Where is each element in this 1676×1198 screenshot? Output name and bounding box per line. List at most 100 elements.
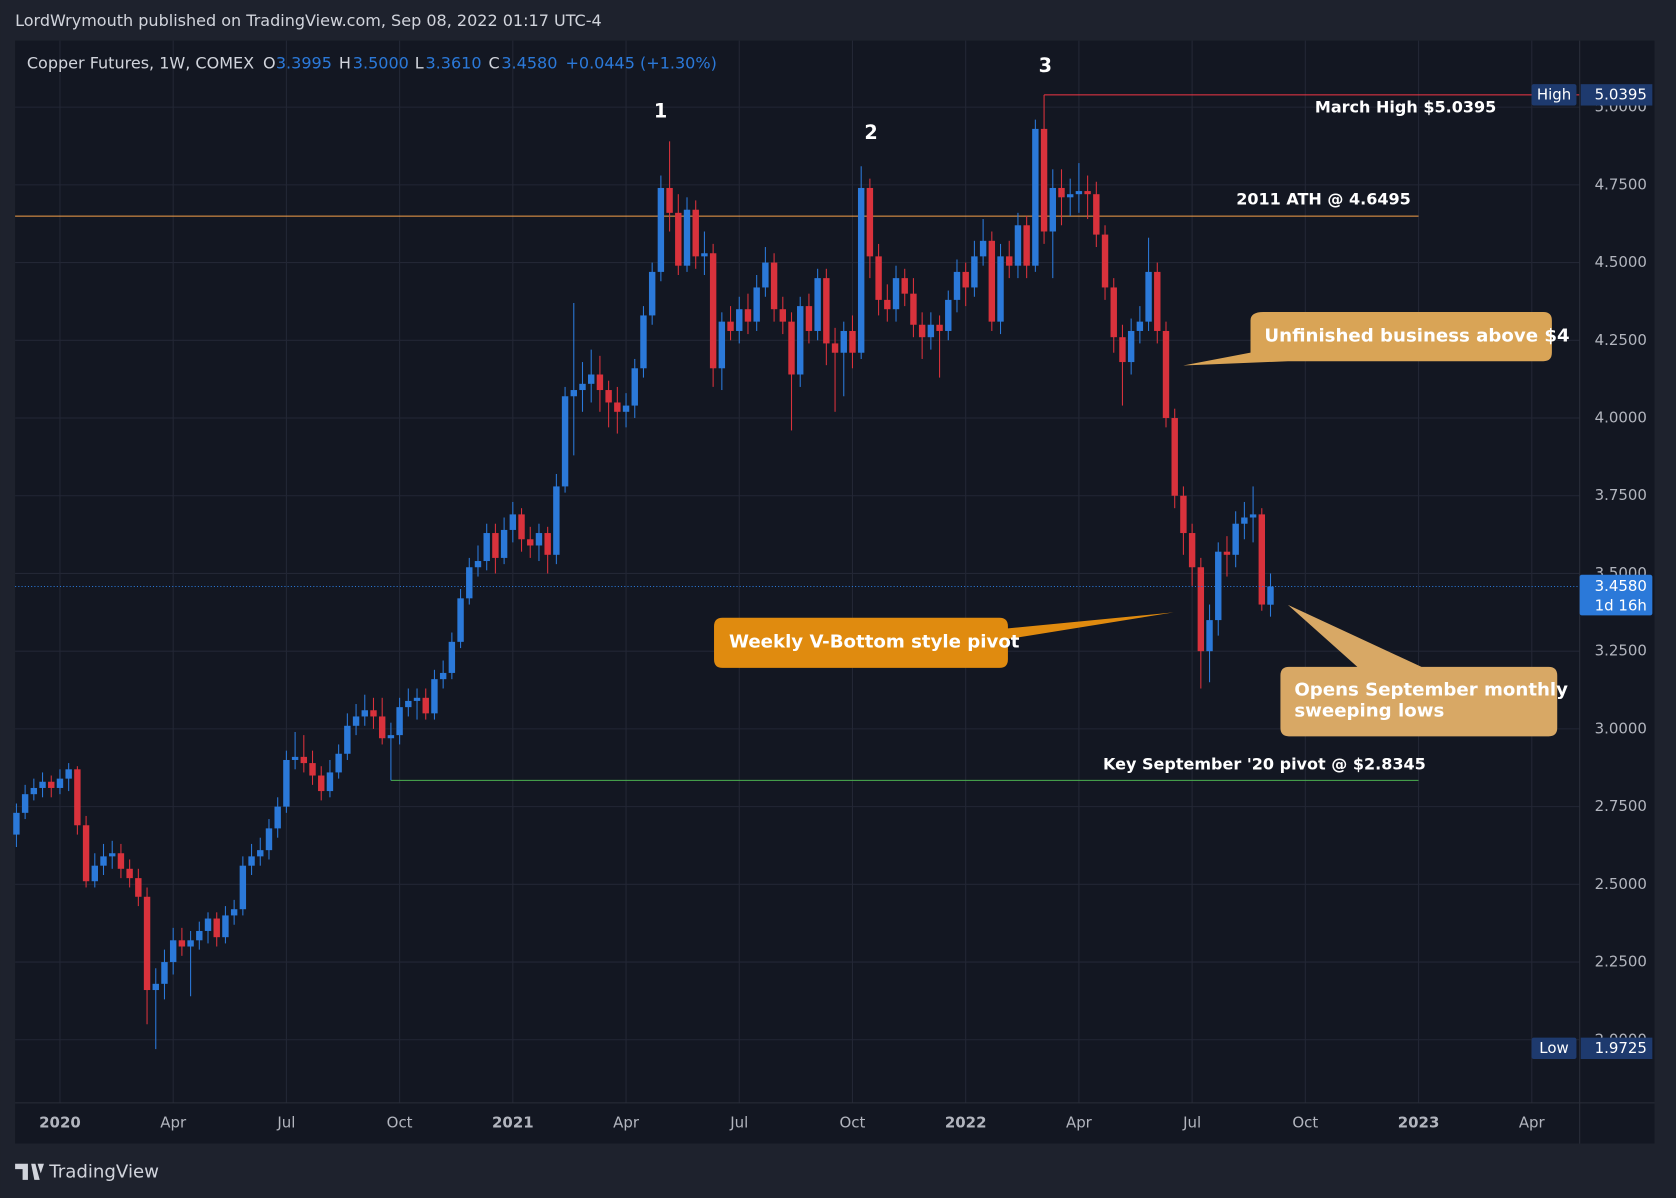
candle-body — [692, 209, 699, 257]
candle-body — [1023, 225, 1030, 266]
x-tick-label: Jul — [729, 1114, 748, 1132]
candle-body — [666, 187, 673, 213]
candle-body — [300, 756, 308, 764]
candle-body — [918, 324, 926, 338]
legend: Copper Futures, 1W, COMEX O 3.3995 H 3.5… — [27, 54, 717, 73]
candle-body — [518, 514, 525, 540]
candle-body — [553, 486, 560, 555]
candle-body — [361, 710, 368, 717]
x-tick-label: Apr — [160, 1114, 187, 1132]
candle-body — [1241, 517, 1248, 524]
candle-body — [579, 383, 586, 391]
candle-body — [466, 567, 473, 599]
candle-body — [126, 868, 133, 879]
candle-body — [770, 262, 778, 310]
reference-label: 2011 ATH @ 4.6495 — [1236, 189, 1411, 208]
candle-body — [248, 856, 255, 866]
candle-body — [318, 775, 325, 792]
brand-name: TradingView — [48, 1161, 159, 1182]
candle-body — [1127, 330, 1135, 363]
candle-body — [1075, 191, 1083, 195]
peak-label: 3 — [1039, 54, 1052, 77]
candle-body — [448, 641, 456, 673]
y-tick-label: 3.2500 — [1595, 642, 1647, 660]
logo — [15, 1163, 44, 1180]
candle-body — [1145, 271, 1152, 322]
callout-box — [1280, 604, 1558, 737]
reference-label: Key September '20 pivot @ $2.8345 — [1103, 755, 1426, 774]
peak-label: 1 — [654, 100, 667, 123]
annotation: Unfinished business above $4 — [1264, 326, 1569, 347]
candle-body — [971, 256, 978, 288]
y-tick-label: 4.7500 — [1595, 175, 1647, 193]
x-tick-label: Apr — [613, 1114, 640, 1132]
candle-body — [675, 212, 682, 266]
candle-body — [744, 309, 752, 322]
candle-body — [988, 240, 996, 322]
candle-body — [161, 962, 168, 984]
candle-body — [857, 187, 865, 353]
candle-body — [753, 287, 760, 322]
candle-body — [840, 330, 847, 353]
candle-body — [631, 368, 638, 406]
callout: Unfinished business above $4 — [1183, 312, 1570, 366]
candle-body — [56, 778, 64, 788]
tag-box — [1531, 1037, 1577, 1060]
y-tick-label: 4.2500 — [1595, 331, 1647, 349]
legend-key: O — [263, 54, 276, 73]
candle-body — [109, 853, 116, 857]
candle-body — [823, 278, 830, 344]
candle-body — [535, 533, 543, 546]
candle-body — [239, 865, 247, 910]
y-tick-label: 2.7500 — [1595, 797, 1647, 815]
candle-body — [866, 187, 874, 257]
candle-body — [65, 769, 72, 779]
legend-key: L — [415, 54, 424, 73]
candle-body — [405, 700, 412, 708]
callout-box — [1183, 312, 1552, 366]
candle-body — [605, 390, 612, 403]
candle-body — [100, 856, 107, 866]
candle-body — [39, 781, 46, 788]
candle-body — [561, 396, 569, 487]
candle-body — [74, 769, 81, 826]
candle-body — [178, 940, 186, 947]
candle-body — [169, 940, 177, 963]
candle-body — [1188, 533, 1196, 568]
candle-body — [1162, 330, 1170, 419]
y-tick-label: 2.2500 — [1595, 953, 1647, 971]
candle-body — [587, 374, 595, 384]
candle-body — [683, 209, 691, 266]
candle-body — [344, 725, 351, 754]
legend-value: 3.4580 — [501, 54, 557, 73]
candle-body — [213, 918, 220, 938]
candle-body — [892, 278, 900, 310]
candle-body — [945, 299, 952, 331]
annotation: Weekly V-Bottom style pivot — [729, 631, 1020, 652]
legend-change: +0.0445 (+1.30%) — [565, 54, 716, 73]
pane — [15, 40, 1655, 1144]
candle-body — [570, 390, 577, 397]
candle-body — [614, 402, 621, 412]
x-tick-label: 2020 — [39, 1114, 81, 1132]
candle-body — [1180, 495, 1187, 534]
candle-body — [204, 918, 212, 931]
candle-body — [901, 278, 908, 294]
reference-label: March High $5.0395 — [1315, 97, 1496, 116]
legend-key: H — [339, 54, 351, 73]
candle-body — [222, 915, 229, 938]
candle-body — [1119, 337, 1126, 363]
candle-body — [779, 309, 787, 322]
candle-body — [91, 865, 99, 882]
candle-body — [230, 909, 238, 916]
candle-body — [997, 256, 1004, 322]
candle-body — [1206, 620, 1213, 652]
x-tick-label: 2022 — [945, 1114, 987, 1132]
candle-body — [979, 240, 987, 257]
candle-body — [422, 697, 429, 714]
candle-body — [196, 930, 203, 941]
candle-body — [117, 853, 125, 869]
x-tick-label: 2023 — [1398, 1114, 1440, 1132]
candle-body — [1136, 321, 1144, 331]
